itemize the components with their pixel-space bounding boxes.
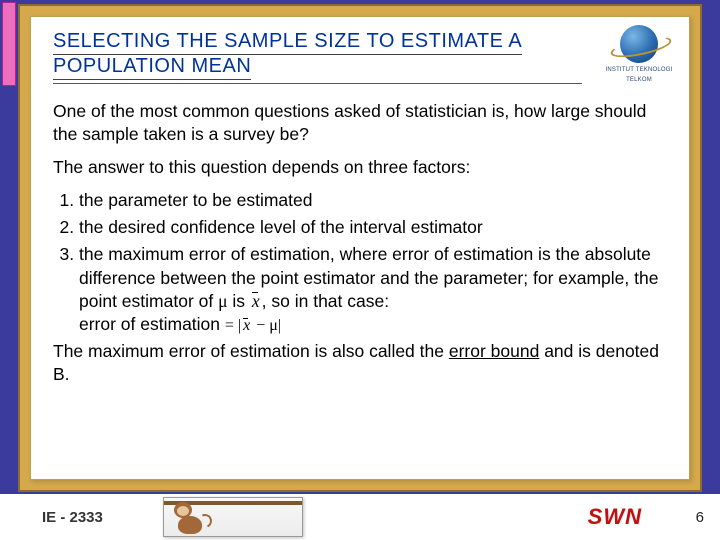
- closing-underline: error bound: [449, 341, 539, 361]
- xbar-symbol-2: x: [241, 317, 252, 334]
- slide-title: SELECTING THE SAMPLE SIZE TO ESTIMATE A …: [53, 30, 522, 80]
- monkey-icon: [170, 500, 210, 534]
- factors-list: the parameter to be estimated the desire…: [53, 189, 667, 336]
- factor-3-text-c: , so in that case:: [262, 291, 389, 311]
- monkey-illustration: [163, 497, 303, 537]
- decorative-strip: [2, 2, 16, 86]
- logo-text-2: TELKOM: [605, 77, 673, 83]
- xbar-symbol-1: x: [250, 291, 262, 311]
- title-block: SELECTING THE SAMPLE SIZE TO ESTIMATE A …: [31, 17, 689, 90]
- error-formula: = |x − μ|: [225, 317, 281, 334]
- course-code: IE - 2333: [42, 509, 103, 526]
- mu-symbol: μ: [218, 291, 227, 311]
- closing-paragraph: The maximum error of estimation is also …: [53, 340, 667, 386]
- globe-icon: [620, 25, 658, 63]
- factor-3: the maximum error of estimation, where e…: [79, 243, 667, 335]
- slide-panel: INSTITUT TEKNOLOGI TELKOM SELECTING THE …: [30, 16, 690, 480]
- author-initials: SWN: [588, 504, 642, 530]
- page-number: 6: [696, 509, 704, 526]
- logo-text-1: INSTITUT TEKNOLOGI: [605, 67, 673, 73]
- factor-2: the desired confidence level of the inte…: [79, 216, 667, 239]
- closing-a: The maximum error of estimation is also …: [53, 341, 449, 361]
- lead-paragraph: The answer to this question depends on t…: [53, 156, 667, 179]
- slide-content: One of the most common questions asked o…: [31, 90, 689, 404]
- institution-logo: INSTITUT TEKNOLOGI TELKOM: [605, 25, 673, 81]
- factor-3-text-b: is: [228, 291, 250, 311]
- error-label: error of estimation: [79, 314, 220, 334]
- factor-1: the parameter to be estimated: [79, 189, 667, 212]
- slide-frame: INSTITUT TEKNOLOGI TELKOM SELECTING THE …: [18, 4, 702, 492]
- intro-paragraph: One of the most common questions asked o…: [53, 100, 667, 146]
